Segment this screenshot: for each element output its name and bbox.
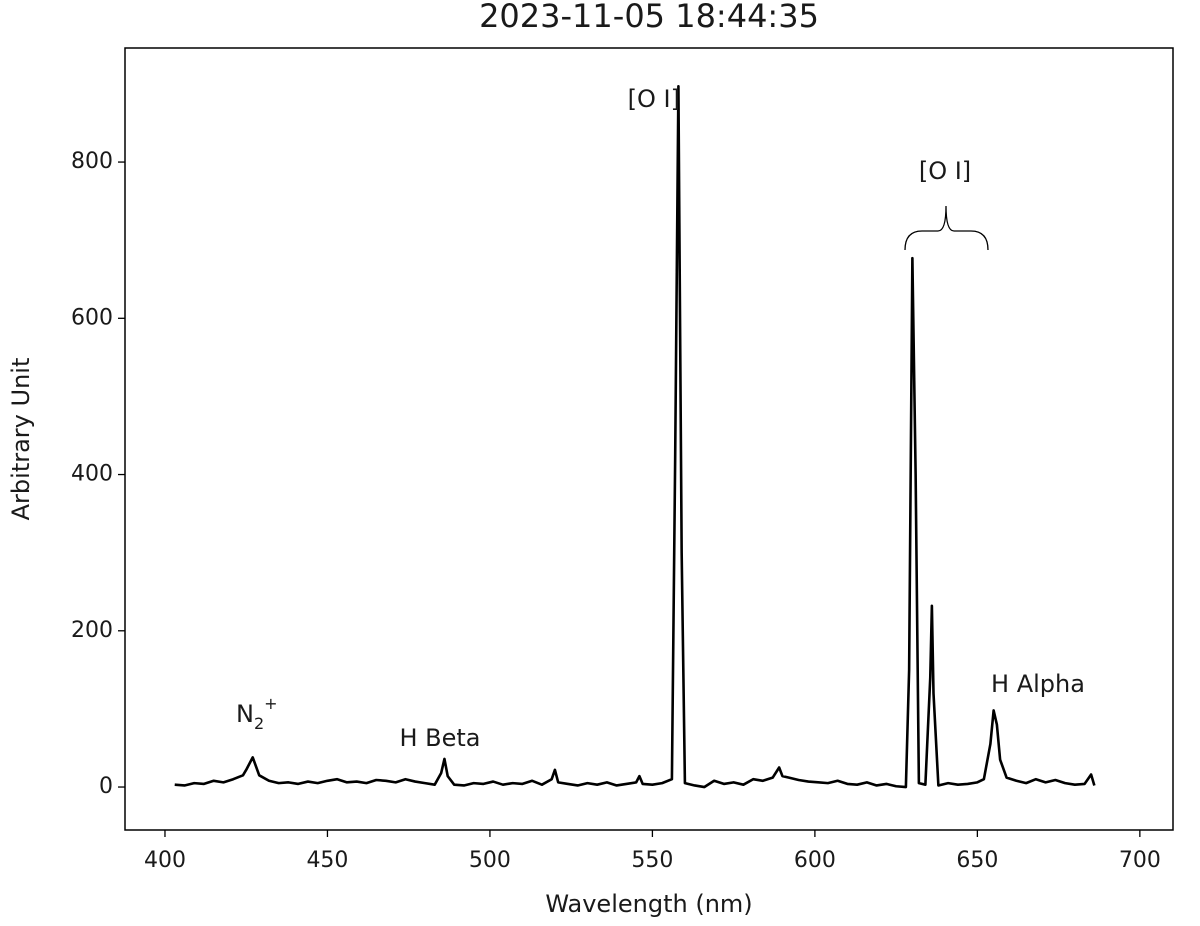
annotation-text: H Alpha [991,670,1085,698]
annotation-subscript: 2 [254,714,264,733]
annotation-superscript: + [264,694,277,713]
x-tick-label: 500 [469,848,511,873]
x-tick-label: 700 [1119,848,1161,873]
annotation-text: H Beta [399,724,480,752]
y-tick-label: 400 [71,462,113,487]
y-tick-label: 0 [99,774,113,799]
spectrum-line [174,84,1096,789]
annotation-text: [O I] [919,157,971,185]
plot-frame [124,47,1174,831]
x-tick-label: 400 [144,848,186,873]
annotation: [O I] [919,157,971,185]
x-tick-label: 450 [306,848,348,873]
annotation-text: [O I] [628,85,680,113]
annotation: N2+ [236,694,278,733]
brace [904,205,989,251]
x-axis-label: Wavelength (nm) [545,890,752,918]
y-tick-label: 600 [71,305,113,330]
x-tick-label: 650 [956,848,998,873]
y-tick-label: 200 [71,618,113,643]
x-tick-label: 600 [794,848,836,873]
annotation: H Beta [399,724,480,752]
y-axis-label: Arbitrary Unit [7,358,35,521]
y-tick-label: 800 [71,149,113,174]
annotation: H Alpha [991,670,1085,698]
chart-title: 2023-11-05 18:44:35 [479,0,819,35]
annotation-text: N [236,700,254,728]
x-tick-label: 550 [631,848,673,873]
annotation: [O I] [628,85,680,113]
